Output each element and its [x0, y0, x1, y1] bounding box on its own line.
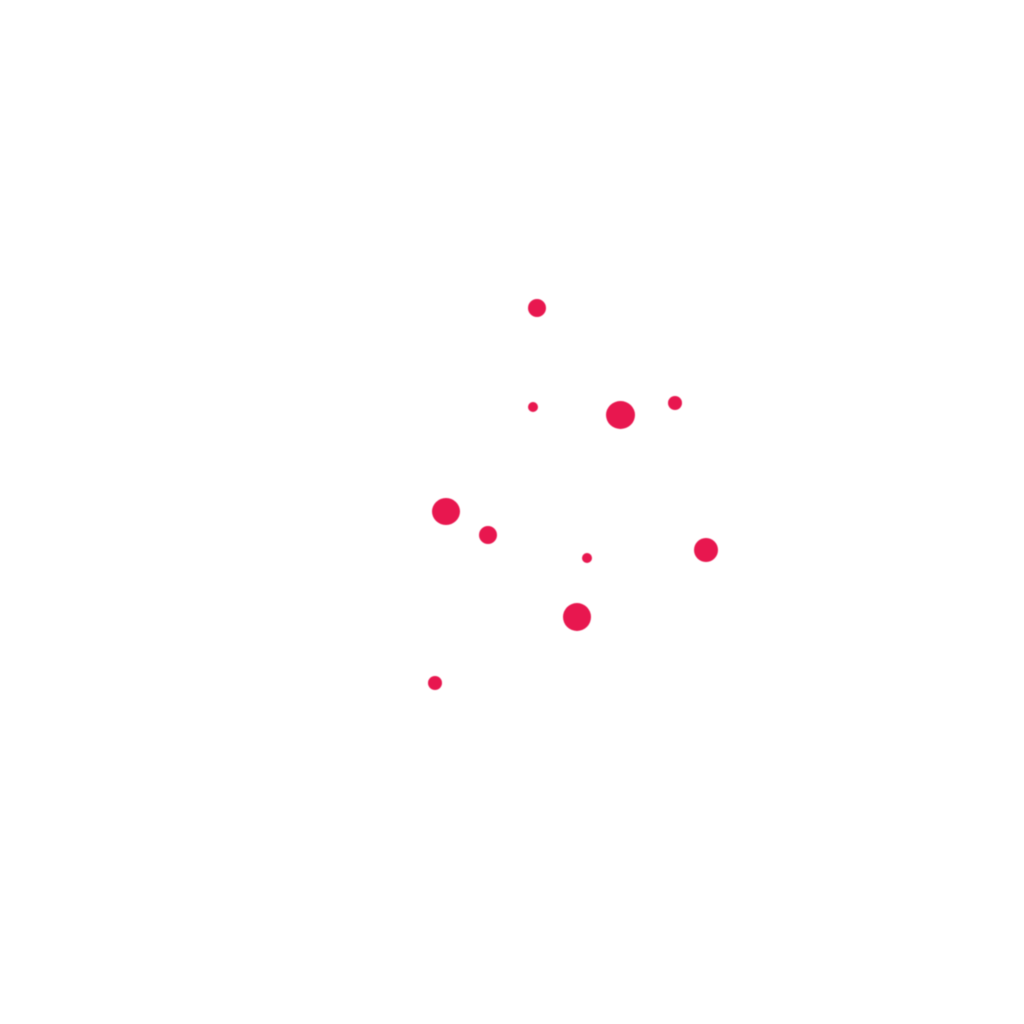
red-dot [606, 401, 635, 429]
red-dot [479, 526, 497, 544]
red-dot [428, 676, 442, 690]
red-dot [432, 498, 460, 525]
red-dot [694, 538, 718, 562]
red-dot [528, 402, 538, 412]
red-dot [563, 603, 591, 631]
red-dot [582, 553, 592, 563]
red-dot [668, 396, 682, 410]
red-dot [528, 299, 546, 317]
